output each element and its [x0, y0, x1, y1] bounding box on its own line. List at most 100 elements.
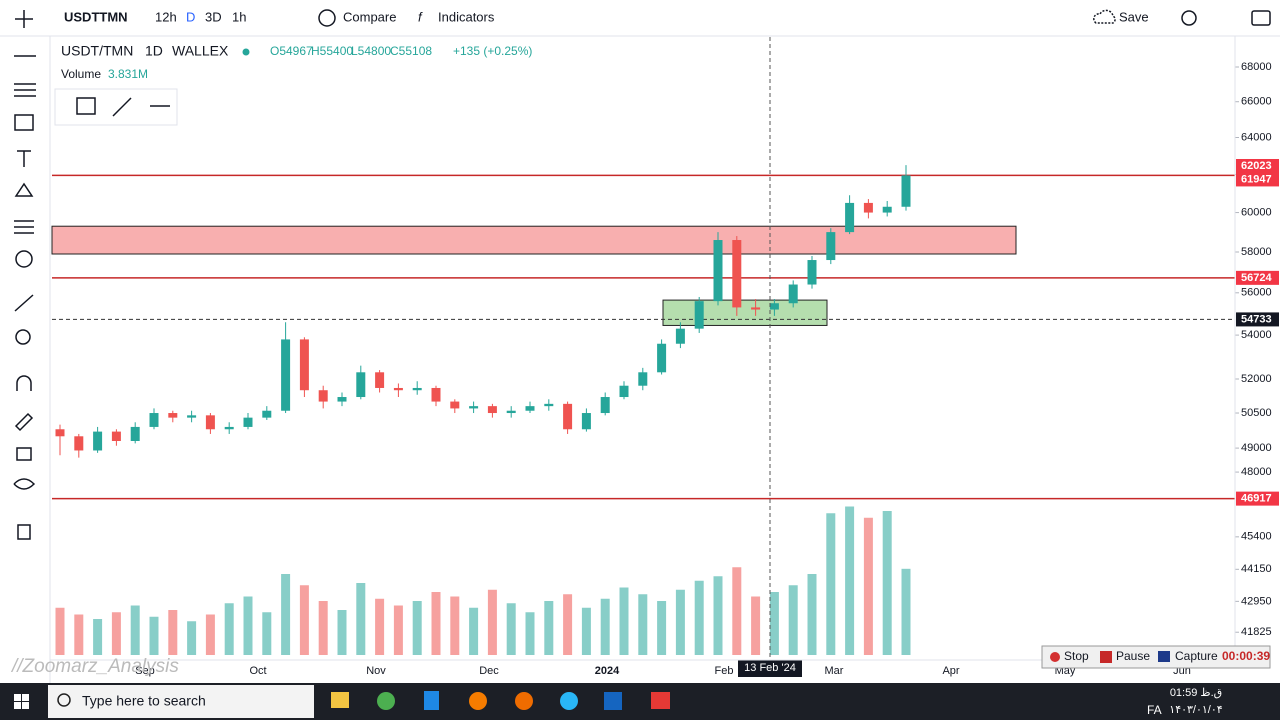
candle-body — [187, 415, 197, 418]
explorer-icon[interactable] — [331, 692, 349, 708]
prediction-tool[interactable] — [14, 220, 34, 234]
recorder-stop[interactable]: Stop — [1064, 649, 1089, 663]
app-icon[interactable] — [515, 692, 533, 710]
volume-bar — [563, 594, 573, 655]
x-tick-label: Feb — [715, 665, 734, 677]
volume-bar — [769, 592, 779, 655]
volume-bar — [826, 513, 836, 655]
y-tick-label: 44150 — [1241, 563, 1272, 575]
search-box[interactable] — [48, 685, 314, 718]
icon-tool[interactable] — [15, 250, 33, 268]
magnet-tool[interactable] — [16, 375, 32, 391]
volume-bar — [694, 580, 704, 655]
y-tick-label: 68000 — [1241, 61, 1272, 73]
interval[interactable]: 1h — [232, 9, 246, 24]
volume-bar — [375, 598, 385, 655]
lock-tool[interactable] — [16, 447, 32, 461]
volume-bar — [262, 612, 272, 655]
shape-tool[interactable] — [14, 114, 34, 131]
stop-icon[interactable] — [1050, 652, 1060, 662]
volume-bar — [807, 574, 817, 655]
price-label: 62023 — [1241, 160, 1272, 172]
y-tick-label: 64000 — [1241, 131, 1272, 143]
cloud-icon[interactable] — [1093, 9, 1116, 24]
volume-bar — [469, 607, 479, 655]
y-tick-label: 50500 — [1241, 407, 1272, 419]
crosshair-tool[interactable] — [15, 10, 33, 28]
interval[interactable]: D — [186, 9, 195, 24]
volume-bar — [55, 607, 65, 655]
language-indicator[interactable]: FA — [1147, 703, 1162, 717]
pause-icon[interactable] — [1100, 651, 1112, 663]
volume-bar — [544, 601, 554, 655]
symbol[interactable]: USDTTMN — [64, 9, 128, 24]
legend-ohlc: +135 (+0.25%) — [453, 44, 532, 58]
y-tick-label: 60000 — [1241, 206, 1272, 218]
trend-line-tool[interactable] — [112, 97, 132, 117]
visibility-tool[interactable] — [13, 478, 36, 490]
measure-tool[interactable] — [14, 294, 34, 312]
text-tool[interactable] — [17, 150, 31, 167]
interval[interactable]: 3D — [205, 9, 222, 24]
y-tick-label: 54000 — [1241, 329, 1272, 341]
telegram-icon[interactable] — [560, 692, 578, 710]
interval[interactable]: 12h — [155, 9, 177, 24]
y-tick-label: 41825 — [1241, 626, 1272, 638]
start-button[interactable] — [14, 694, 29, 709]
volume-bar — [882, 511, 892, 655]
volume-bar — [243, 596, 253, 655]
indicators-button[interactable]: Indicators — [438, 9, 495, 24]
candle-body — [149, 413, 159, 427]
y-tick-label: 45400 — [1241, 531, 1272, 543]
candle-body — [431, 387, 441, 402]
status-dot — [242, 48, 250, 56]
clock-date[interactable]: ۱۴۰۳/۰۱/۰۴ — [1169, 704, 1222, 716]
pattern-tool[interactable] — [14, 182, 34, 197]
price-zone — [662, 299, 828, 326]
candle-body — [168, 413, 178, 418]
candle-body — [713, 240, 723, 302]
trash-tool[interactable] — [17, 524, 31, 540]
save-button[interactable]: Save — [1119, 9, 1149, 24]
zoom-tool[interactable] — [15, 329, 31, 345]
volume-bar — [863, 517, 873, 655]
indicators-icon[interactable]: f — [418, 9, 423, 24]
search-placeholder[interactable]: Type here to search — [82, 693, 206, 709]
fib-tool[interactable] — [14, 83, 36, 97]
draw-mode-tool[interactable] — [14, 412, 34, 432]
candle-body — [657, 343, 667, 373]
clock-time[interactable]: 01:59 ق.ظ — [1170, 687, 1222, 699]
candle-body — [243, 417, 253, 427]
volume-bar — [619, 587, 629, 655]
volume-bar — [74, 614, 84, 655]
recorder-app-icon[interactable] — [651, 692, 670, 709]
candle-body — [563, 403, 573, 430]
capture-icon[interactable] — [1158, 651, 1170, 662]
recorder-capture[interactable]: Capture — [1175, 649, 1218, 663]
candle-body — [412, 387, 422, 391]
rectangle-tool[interactable] — [76, 97, 96, 115]
volume-bar — [187, 621, 197, 655]
chrome-icon[interactable] — [377, 692, 395, 710]
candle-body — [74, 436, 84, 451]
calculator-icon[interactable] — [424, 691, 439, 710]
volume-bar — [450, 596, 460, 655]
compare-icon[interactable] — [318, 9, 336, 27]
app-icon[interactable] — [469, 692, 487, 710]
snapshot-icon[interactable] — [1251, 10, 1271, 26]
recorder-time: 00:00:39 — [1222, 649, 1270, 663]
legend-ohlc: O54967 — [270, 44, 313, 58]
price-label-bg — [1236, 172, 1279, 187]
search-icon — [57, 693, 71, 707]
candle-body — [262, 410, 272, 418]
recorder-pause[interactable]: Pause — [1116, 649, 1150, 663]
volume-bar — [431, 592, 441, 655]
candle-body — [901, 175, 911, 207]
candle-body — [600, 397, 610, 414]
candle-body — [450, 401, 460, 409]
settings-icon[interactable] — [1181, 10, 1197, 26]
candle-body — [619, 385, 629, 398]
price-label-bg — [1236, 158, 1279, 173]
word-icon[interactable] — [604, 692, 622, 710]
compare-button[interactable]: Compare — [343, 9, 396, 24]
